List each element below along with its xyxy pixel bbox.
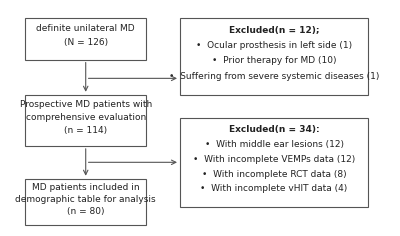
Text: •  With middle ear lesions (12): • With middle ear lesions (12) xyxy=(204,140,344,149)
Text: •  Ocular prosthesis in left side (1): • Ocular prosthesis in left side (1) xyxy=(196,41,352,50)
Text: Prospective MD patients with: Prospective MD patients with xyxy=(20,101,152,110)
FancyBboxPatch shape xyxy=(180,118,368,207)
Text: (n = 114): (n = 114) xyxy=(64,126,107,135)
Text: definite unilateral MD: definite unilateral MD xyxy=(36,24,135,34)
Text: •  Suffering from severe systemic diseases (1): • Suffering from severe systemic disease… xyxy=(169,72,379,81)
Text: •  With incomplete RCT data (8): • With incomplete RCT data (8) xyxy=(202,170,346,179)
Text: (N = 126): (N = 126) xyxy=(64,38,108,47)
Text: •  Prior therapy for MD (10): • Prior therapy for MD (10) xyxy=(212,56,336,65)
Text: demographic table for analysis: demographic table for analysis xyxy=(16,195,156,204)
Text: Excluded(n = 12);: Excluded(n = 12); xyxy=(229,25,319,34)
Text: Excluded(n = 34):: Excluded(n = 34): xyxy=(229,125,319,134)
Text: MD patients included in: MD patients included in xyxy=(32,183,140,193)
Text: •  With incomplete vHIT data (4): • With incomplete vHIT data (4) xyxy=(200,184,348,193)
FancyBboxPatch shape xyxy=(26,18,146,60)
FancyBboxPatch shape xyxy=(26,95,146,146)
FancyBboxPatch shape xyxy=(180,18,368,95)
Text: (n = 80): (n = 80) xyxy=(67,207,104,216)
FancyBboxPatch shape xyxy=(26,179,146,225)
Text: comprehensive evaluation: comprehensive evaluation xyxy=(26,113,146,122)
Text: •  With incomplete VEMPs data (12): • With incomplete VEMPs data (12) xyxy=(193,155,355,164)
